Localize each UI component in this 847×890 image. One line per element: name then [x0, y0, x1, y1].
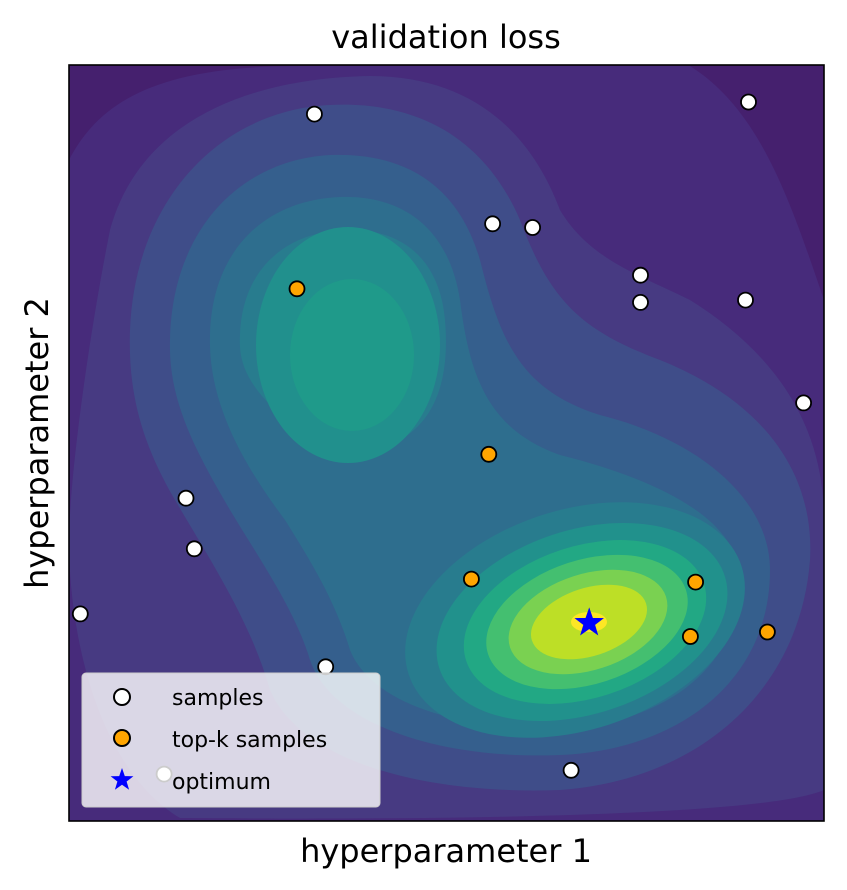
- samples-point-0: [305, 105, 323, 123]
- legend-marker-samples: [113, 688, 131, 706]
- top-k-samples-point-3: [687, 573, 704, 591]
- optimum-point-0: [574, 607, 604, 636]
- top-k-samples-point-4: [682, 628, 699, 645]
- samples-point-1: [740, 93, 757, 111]
- legend-label-top-k-samples: top-k samples: [172, 728, 327, 753]
- samples-point-10: [71, 605, 89, 623]
- top-k-samples-point-5: [759, 623, 776, 641]
- markers: [71, 93, 812, 783]
- legend-label-optimum: optimum: [172, 770, 271, 795]
- samples-point-5: [632, 293, 649, 311]
- y-axis-label: hyperparameter 2: [18, 297, 56, 589]
- legend-marker-top-k-samples: [113, 729, 131, 747]
- samples-point-3: [524, 219, 541, 236]
- legend-marker-optimum: [110, 768, 134, 790]
- legend-label-samples: samples: [172, 686, 263, 711]
- samples-point-9: [185, 540, 203, 558]
- top-k-samples-point-0: [288, 280, 306, 298]
- samples-point-4: [632, 266, 649, 284]
- samples-point-8: [177, 489, 195, 507]
- x-axis-label: hyperparameter 1: [300, 832, 592, 870]
- samples-point-7: [795, 394, 812, 412]
- legend-box: [81, 672, 381, 808]
- samples-point-6: [737, 291, 754, 309]
- top-k-samples-point-2: [462, 570, 480, 588]
- samples-point-11: [317, 658, 335, 676]
- samples-point-12: [562, 761, 580, 779]
- plot-frame: [68, 64, 825, 822]
- legend: samples top-k samples optimum: [81, 672, 381, 808]
- chart-title: validation loss: [331, 18, 561, 56]
- samples-point-2: [484, 215, 502, 233]
- top-k-samples-point-1: [480, 445, 498, 463]
- contour-level-8: [290, 279, 414, 431]
